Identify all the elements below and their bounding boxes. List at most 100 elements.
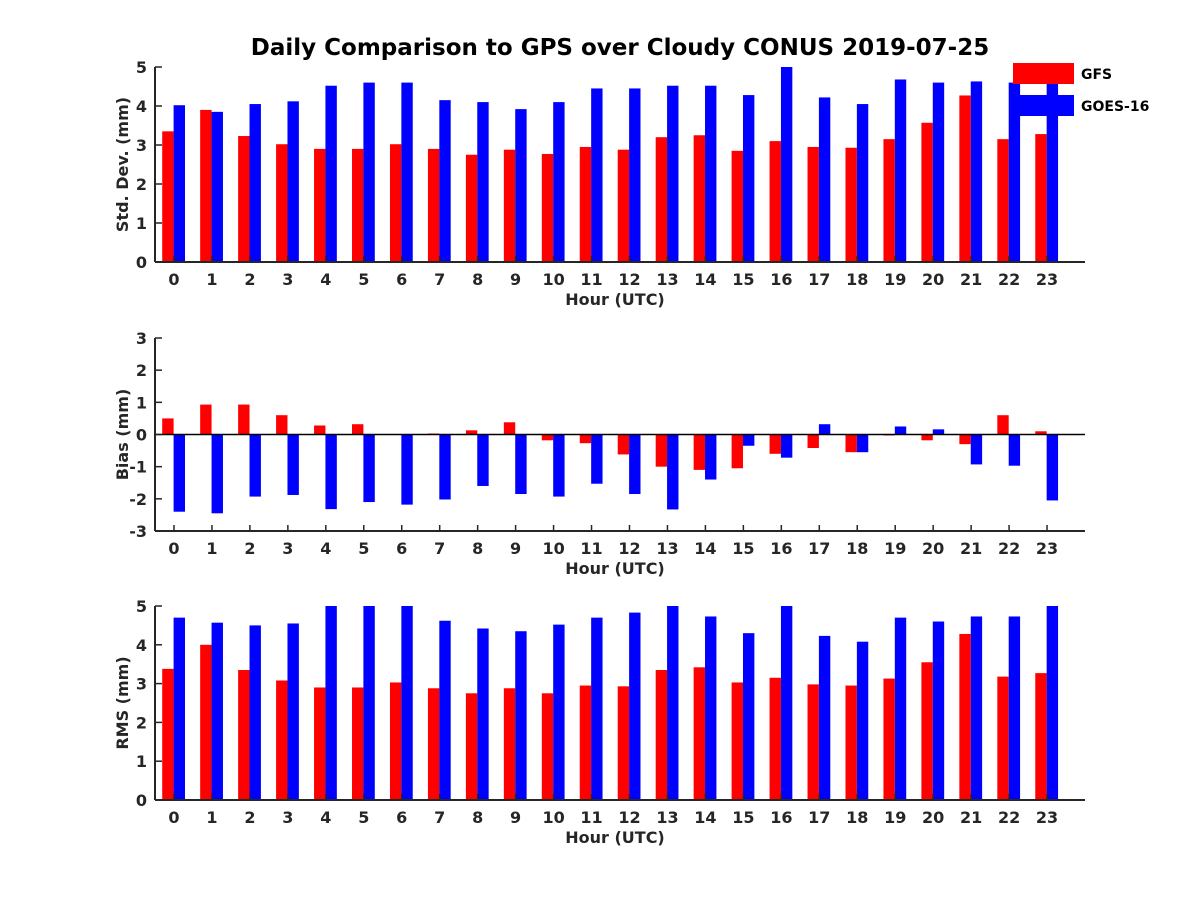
bar-rms-goes16-23 — [1046, 606, 1059, 800]
bar-bias-goes16-22 — [1008, 434, 1021, 466]
x-tick-label-std-dev-21: 21 — [960, 270, 982, 289]
bar-std-dev-goes16-1 — [211, 111, 223, 262]
x-tick-label-bias-7: 7 — [434, 539, 445, 558]
bar-std-dev-goes16-16 — [780, 67, 793, 262]
x-tick-label-rms-11: 11 — [580, 808, 602, 827]
bar-rms-goes16-8 — [477, 628, 489, 800]
x-tick-label-bias-23: 23 — [1036, 539, 1058, 558]
x-tick-label-bias-14: 14 — [694, 539, 716, 558]
y-tick-label-bias-3: 3 — [136, 329, 147, 348]
x-tick-label-std-dev-6: 6 — [396, 270, 407, 289]
legend-swatch-goes16 — [1013, 95, 1074, 116]
bar-bias-goes16-7 — [439, 434, 451, 500]
bar-bias-goes16-18 — [856, 434, 869, 453]
bar-std-dev-goes16-0 — [173, 105, 185, 262]
bar-bias-goes16-4 — [325, 434, 337, 510]
bar-bias-gfs-13 — [655, 434, 668, 467]
x-tick-label-bias-16: 16 — [770, 539, 792, 558]
bar-rms-goes16-0 — [173, 617, 185, 800]
bar-bias-goes16-1 — [211, 434, 223, 514]
bar-std-dev-gfs-22 — [997, 139, 1009, 262]
bar-std-dev-gfs-3 — [276, 144, 288, 262]
x-tick-label-rms-4: 4 — [320, 808, 331, 827]
x-tick-label-std-dev-15: 15 — [732, 270, 754, 289]
bar-bias-gfs-9 — [503, 422, 516, 435]
bar-rms-gfs-11 — [579, 685, 592, 800]
bar-std-dev-gfs-12 — [617, 149, 630, 262]
bar-bias-gfs-1 — [200, 404, 212, 435]
bar-bias-goes16-20 — [932, 429, 945, 435]
bar-bias-goes16-12 — [629, 434, 641, 495]
bar-std-dev-gfs-18 — [845, 147, 857, 262]
x-tick-label-bias-10: 10 — [542, 539, 564, 558]
x-tick-label-std-dev-10: 10 — [542, 270, 564, 289]
x-tick-label-std-dev-0: 0 — [168, 270, 179, 289]
bar-bias-gfs-15 — [731, 434, 743, 469]
x-tick-label-rms-21: 21 — [960, 808, 982, 827]
x-tick-label-rms-22: 22 — [998, 808, 1020, 827]
x-tick-label-rms-19: 19 — [884, 808, 906, 827]
bar-rms-gfs-10 — [541, 693, 554, 800]
bar-bias-gfs-0 — [162, 418, 174, 435]
x-tick-label-rms-10: 10 — [542, 808, 564, 827]
bar-std-dev-gfs-17 — [807, 146, 819, 262]
x-tick-label-bias-19: 19 — [884, 539, 906, 558]
bar-std-dev-goes16-4 — [325, 85, 337, 262]
bar-rms-gfs-22 — [997, 676, 1009, 800]
bar-rms-goes16-16 — [780, 606, 793, 800]
x-tick-label-rms-9: 9 — [510, 808, 521, 827]
bar-rms-gfs-5 — [352, 687, 364, 800]
bar-std-dev-gfs-21 — [959, 95, 971, 262]
bar-rms-gfs-23 — [1035, 673, 1047, 800]
bar-rms-gfs-20 — [921, 662, 933, 800]
bar-rms-gfs-14 — [693, 667, 706, 800]
bar-bias-gfs-2 — [238, 404, 250, 435]
bar-rms-goes16-11 — [591, 617, 603, 800]
bar-std-dev-goes16-9 — [515, 109, 527, 263]
x-tick-label-std-dev-17: 17 — [808, 270, 830, 289]
bar-bias-gfs-4 — [314, 425, 326, 435]
bar-rms-goes16-19 — [894, 617, 907, 800]
x-axis-label-std-dev: Hour (UTC) — [565, 290, 665, 309]
bar-rms-gfs-2 — [238, 670, 250, 800]
x-tick-label-rms-16: 16 — [770, 808, 792, 827]
y-tick-label-bias-1: 1 — [136, 393, 147, 412]
x-tick-label-rms-20: 20 — [922, 808, 944, 827]
x-tick-label-rms-15: 15 — [732, 808, 754, 827]
bar-rms-gfs-9 — [503, 688, 516, 800]
x-tick-label-rms-8: 8 — [472, 808, 483, 827]
bar-bias-goes16-23 — [1046, 434, 1059, 501]
bar-bias-gfs-12 — [617, 434, 630, 455]
x-tick-label-std-dev-19: 19 — [884, 270, 906, 289]
bar-bias-goes16-13 — [667, 434, 679, 510]
x-tick-label-rms-14: 14 — [694, 808, 716, 827]
bar-rms-goes16-14 — [705, 616, 717, 800]
bar-std-dev-gfs-10 — [541, 153, 554, 262]
bar-std-dev-gfs-20 — [921, 122, 933, 263]
x-tick-label-bias-11: 11 — [580, 539, 602, 558]
x-tick-label-std-dev-22: 22 — [998, 270, 1020, 289]
x-tick-label-rms-17: 17 — [808, 808, 830, 827]
bar-std-dev-goes16-8 — [477, 102, 489, 262]
bar-std-dev-goes16-13 — [667, 85, 679, 262]
legend: GFS GOES-16 — [1013, 63, 1149, 116]
y-tick-label-std-dev-4: 4 — [136, 97, 147, 116]
x-tick-label-std-dev-8: 8 — [472, 270, 483, 289]
y-axis-label-bias: Bias (mm) — [113, 389, 132, 481]
bar-bias-gfs-14 — [693, 434, 706, 470]
bar-bias-goes16-3 — [287, 434, 299, 495]
bar-bias-gfs-20 — [921, 434, 933, 441]
y-tick-label-rms-2: 2 — [136, 713, 147, 732]
x-tick-label-std-dev-23: 23 — [1036, 270, 1058, 289]
bar-std-dev-goes16-2 — [249, 104, 261, 262]
x-tick-label-bias-5: 5 — [358, 539, 369, 558]
x-tick-label-bias-21: 21 — [960, 539, 982, 558]
bar-bias-gfs-17 — [807, 434, 819, 449]
x-tick-label-std-dev-5: 5 — [358, 270, 369, 289]
bar-std-dev-goes16-21 — [970, 81, 983, 263]
bar-std-dev-goes16-3 — [287, 101, 299, 262]
bar-std-dev-gfs-14 — [693, 135, 706, 262]
